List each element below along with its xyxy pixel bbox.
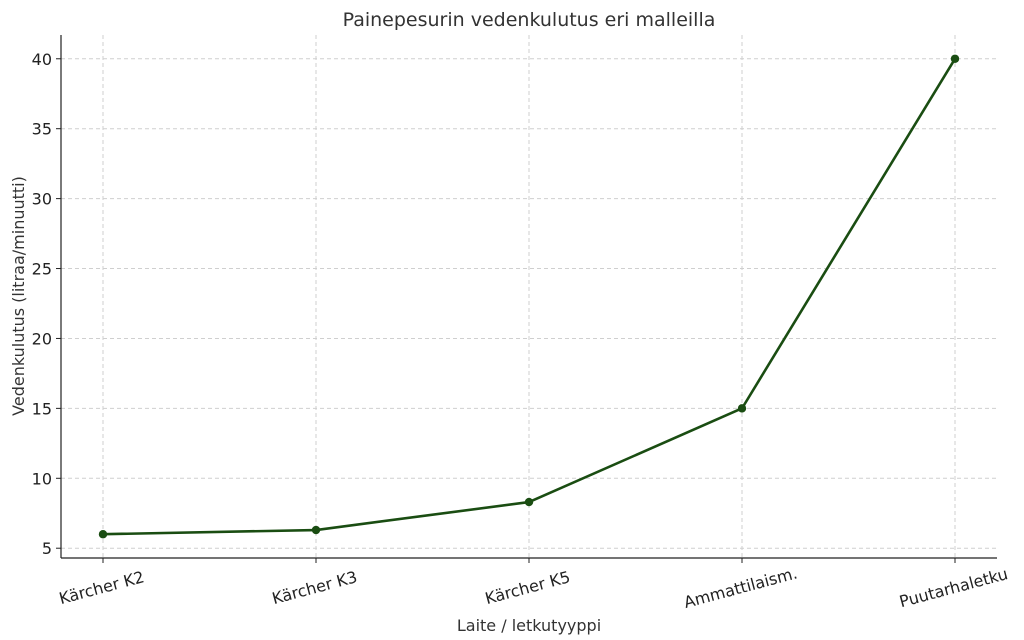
y-axis-label: Vedenkulutus (litraa/minuutti) — [9, 176, 28, 416]
data-point — [311, 525, 321, 535]
chart-title: Painepesurin vedenkulutus eri malleilla — [343, 9, 716, 31]
data-point — [950, 54, 960, 63]
data-point — [98, 530, 108, 539]
grid — [61, 35, 997, 558]
x-tick-label: Kärcher K2 — [57, 567, 146, 608]
x-ticks: Kärcher K2 Kärcher K3 Kärcher K5 Ammattilai… — [57, 558, 1010, 612]
x-tick-label: Puutarhaletku — [897, 564, 1010, 611]
y-tick-label: 40 — [32, 50, 52, 69]
data-point — [524, 497, 534, 507]
y-tick-label: 15 — [32, 399, 52, 418]
series — [98, 54, 960, 539]
y-tick-label: 25 — [32, 260, 52, 279]
x-tick-label: Kärcher K3 — [270, 567, 359, 608]
y-tick-label: 20 — [32, 329, 52, 348]
y-tick-label: 30 — [32, 190, 52, 209]
y-tick-label: 10 — [32, 469, 52, 488]
y-ticks: 5 10 15 20 25 30 35 40 — [32, 50, 61, 558]
y-tick-label: 35 — [32, 120, 52, 139]
x-tick-label: Ammattilaism. — [682, 563, 800, 612]
x-axis-label: Laite / letkutyyppi — [457, 616, 601, 635]
data-point — [737, 404, 747, 413]
y-tick-label: 5 — [42, 539, 52, 558]
x-tick-label: Kärcher K5 — [483, 567, 572, 608]
